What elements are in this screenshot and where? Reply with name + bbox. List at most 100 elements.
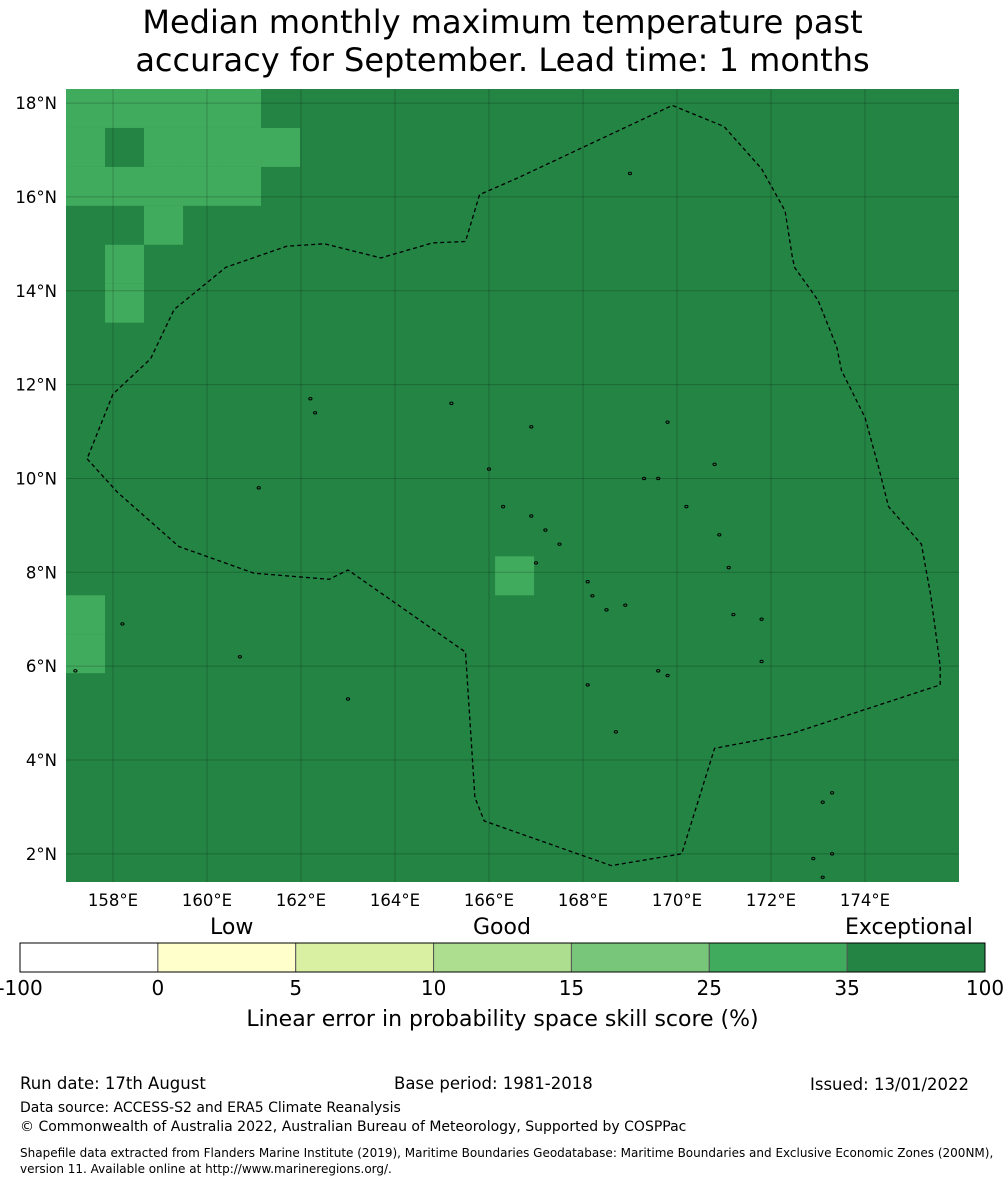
grid-cell <box>144 166 184 206</box>
grid-cell <box>144 205 184 245</box>
colorbar-segment <box>19 942 159 973</box>
grid-cell <box>105 89 145 128</box>
shapefile-credit: Shapefile data extracted from Flanders M… <box>20 1146 994 1176</box>
island-outline <box>313 411 318 415</box>
run-date: Run date: 17th August <box>20 1074 206 1093</box>
colorbar-tick-label: 15 <box>559 976 584 1000</box>
island-outline <box>73 669 78 673</box>
island-outline <box>731 612 736 617</box>
grid-cell <box>66 634 106 674</box>
island-outline <box>604 608 609 612</box>
colorbar-label-good: Good <box>473 915 531 940</box>
lon-tick-label: 170°E <box>652 891 702 910</box>
axis-ticks: 158°E 160°E 162°E 164°E 166°E 168°E 170°E 172°E… <box>15 94 890 910</box>
grid-cell <box>495 556 535 596</box>
island-outline <box>256 486 261 490</box>
colorbar-frame <box>19 942 986 973</box>
issued-date: Issued: 13/01/2022 <box>810 1075 970 1094</box>
island-outline <box>759 617 764 621</box>
graticule <box>66 89 959 882</box>
island-outline <box>712 462 717 467</box>
colorbar-segment <box>570 942 710 973</box>
island-outline <box>557 542 562 546</box>
colorbar-segment <box>708 942 848 973</box>
island-outline <box>830 791 835 795</box>
lat-tick-label: 14°N <box>15 282 57 301</box>
grid-cells <box>66 89 959 882</box>
island-outline <box>665 673 670 678</box>
island-outline <box>830 852 835 856</box>
lon-tick-label: 172°E <box>746 891 796 910</box>
island-outline <box>717 533 722 537</box>
grid-cell <box>261 127 301 167</box>
grid-cell <box>183 127 223 167</box>
grid-cell <box>144 89 184 128</box>
lon-tick-label: 162°E <box>276 891 326 910</box>
lat-tick-label: 16°N <box>15 188 57 207</box>
colorbar-segment <box>846 942 986 973</box>
colorbar-tick-label: 0 <box>151 976 164 1000</box>
island-outline <box>345 697 351 701</box>
colorbar: -100 0 5 10 15 25 35 100 <box>0 942 1004 1000</box>
island-outline <box>726 565 731 570</box>
colorbar-axis-label: Linear error in probability space skill … <box>246 1007 759 1032</box>
colorbar-segment <box>157 942 297 973</box>
island-outline <box>543 528 548 532</box>
lon-tick-label: 174°E <box>840 891 890 910</box>
island-outline <box>308 396 313 401</box>
chart-title-line1: Median monthly maximum temperature past <box>142 3 863 41</box>
lat-tick-label: 12°N <box>15 376 57 395</box>
eez-boundary <box>86 104 941 867</box>
grid-cell <box>66 89 106 128</box>
island-outline <box>811 856 816 861</box>
copyright: © Commonwealth of Australia 2022, Austra… <box>20 1119 687 1135</box>
island-outline <box>585 683 590 687</box>
colorbar-label-exceptional: Exceptional <box>845 915 973 940</box>
islands <box>73 171 835 880</box>
island-outline <box>820 800 825 804</box>
grid-cell <box>66 166 106 206</box>
island-outline <box>656 476 661 481</box>
colorbar-tick-label: 10 <box>421 976 446 1000</box>
skill-score-map: 158°E 160°E 162°E 164°E 166°E 168°E 170°E 172°E… <box>0 89 1004 1000</box>
colorbar-label-low: Low <box>210 915 254 940</box>
grid-cell <box>105 244 145 284</box>
island-outline <box>665 420 670 424</box>
map-background <box>66 89 959 882</box>
lon-tick-label: 168°E <box>558 891 608 910</box>
island-outline <box>120 622 125 626</box>
eez-boundary-line <box>86 104 941 867</box>
grid-cell <box>183 89 223 128</box>
island-outline <box>642 476 647 481</box>
island-outline <box>613 730 619 734</box>
lat-tick-label: 18°N <box>15 94 57 113</box>
grid-cell <box>144 127 184 167</box>
base-period: Base period: 1981-2018 <box>394 1074 593 1093</box>
data-source: Data source: ACCESS-S2 and ERA5 Climate … <box>20 1100 401 1116</box>
grid-cell <box>222 89 262 128</box>
colorbar-tick-label: 35 <box>834 976 859 1000</box>
island-outline <box>684 504 689 509</box>
island-outline <box>533 561 539 565</box>
grid-cell <box>66 595 106 635</box>
colorbar-tick-label: 25 <box>697 976 722 1000</box>
grid-cell <box>66 127 106 167</box>
chart-title-line2: accuracy for September. Lead time: 1 mon… <box>135 41 870 79</box>
grid-cell <box>183 166 223 206</box>
lon-tick-label: 158°E <box>88 891 138 910</box>
island-outline <box>656 669 661 673</box>
lon-tick-label: 164°E <box>370 891 420 910</box>
island-outline <box>627 171 633 176</box>
island-outline <box>529 514 534 518</box>
island-outline <box>449 401 454 406</box>
grid-cell <box>105 283 145 323</box>
island-outline <box>501 504 506 509</box>
island-outline <box>529 425 534 429</box>
island-outline <box>585 579 590 584</box>
lon-tick-label: 160°E <box>182 891 232 910</box>
grid-cell <box>105 166 145 206</box>
island-outline <box>237 655 242 659</box>
colorbar-tick-label: -100 <box>0 976 43 1000</box>
grid-cell <box>222 127 262 167</box>
island-outline <box>623 603 628 607</box>
